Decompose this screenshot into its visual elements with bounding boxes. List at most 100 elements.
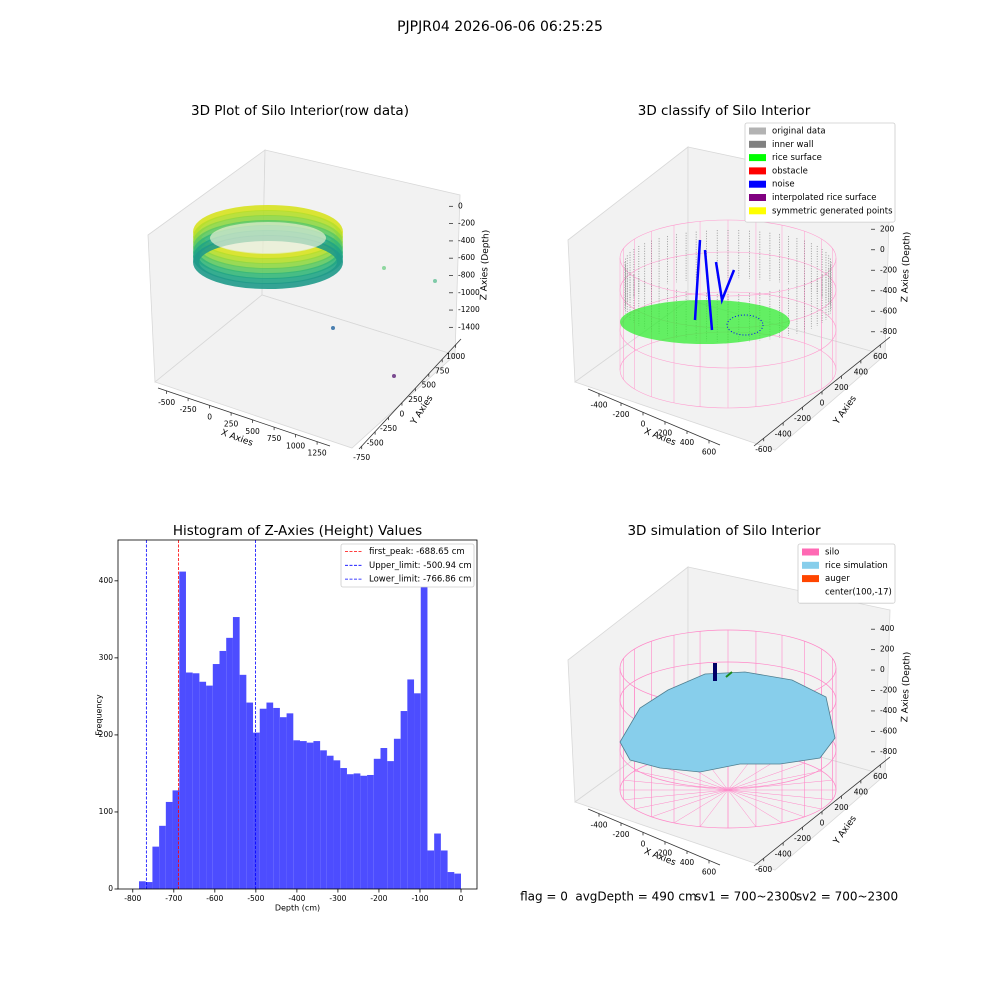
y-tick-label: 0 (820, 819, 825, 828)
x-tick-label: -200 (370, 894, 387, 903)
y-tick-label: 0 (108, 884, 113, 893)
legend-patch (749, 207, 766, 215)
y-tick-label: -250 (380, 424, 397, 433)
legend-label: auger (825, 574, 850, 584)
legend-patch (749, 194, 766, 201)
footer-text: sv2 = 700~2300 (796, 890, 898, 904)
bar (232, 617, 240, 889)
legend-patch (749, 167, 766, 175)
x-tick-label: 250 (224, 420, 239, 429)
bar (346, 774, 354, 889)
x-tick-label: 750 (267, 434, 282, 443)
legend-label: inner wall (772, 140, 813, 150)
y-tick-label: 400 (99, 576, 114, 585)
legend-patch (749, 140, 766, 148)
y-axis-line (358, 338, 462, 450)
y-tick-label: 500 (422, 381, 437, 390)
z-tick-label: 400 (880, 624, 895, 633)
y-tick-label: 200 (834, 803, 849, 812)
z-tick-label: 0 (458, 201, 463, 210)
x-tick-label: 200 (658, 849, 673, 858)
rice-surface (620, 300, 790, 344)
silo-wire (727, 789, 822, 810)
silo-wire (673, 789, 729, 824)
rice-surface (619, 671, 836, 773)
legend-label: rice surface (772, 153, 822, 163)
center-marker (725, 671, 733, 678)
bar (192, 673, 200, 889)
bar (454, 873, 461, 889)
y-tick-label: 0 (400, 410, 405, 419)
legend-label: first_peak: -688.65 cm (369, 547, 465, 557)
bar (420, 557, 428, 889)
y-tick-label: 600 (873, 352, 888, 361)
x-tick-label: 0 (207, 412, 212, 421)
bar (427, 850, 435, 889)
z-axis-label: Z Axies (Depth) (900, 652, 912, 723)
x-tick-label: -200 (612, 830, 629, 839)
bar (353, 773, 361, 889)
x-tick-label: -600 (206, 894, 223, 903)
y-axis-label: Y Axies (831, 394, 859, 427)
z-axis-label: Z Axies (Depth) (479, 230, 491, 301)
y-tick-label: 250 (408, 395, 423, 404)
bar (380, 748, 388, 889)
bar (199, 681, 207, 889)
x-tick-label: 500 (245, 427, 260, 436)
z-tick-label: -400 (880, 286, 897, 295)
z-tick-label: -1000 (458, 288, 480, 297)
bar (139, 881, 146, 889)
y-tick-label: 0 (820, 399, 825, 408)
footer-text: flag = 0 (520, 890, 568, 904)
silo-wire (623, 779, 729, 791)
plot-frame (117, 539, 478, 890)
z-tick-label: -800 (880, 327, 897, 336)
x-axis-label: Depth (cm) (275, 904, 320, 913)
x-axis-line (157, 387, 331, 447)
z-tick-label: -1200 (458, 305, 480, 314)
x-tick-label: 200 (658, 429, 673, 438)
bar (145, 882, 153, 889)
silo-wire (727, 770, 822, 791)
legend-patch (802, 561, 819, 569)
bar (306, 742, 314, 889)
noise (726, 314, 764, 336)
bar (273, 707, 280, 889)
bar (179, 571, 186, 889)
y-tick-label: 400 (854, 787, 869, 796)
bar (253, 732, 260, 889)
z-tick-label: -800 (880, 747, 897, 756)
bar (360, 775, 368, 889)
silo-wire (623, 789, 729, 801)
z-tick-label: -400 (458, 236, 475, 245)
x-tick-label: 400 (680, 438, 695, 447)
x-tick-label: -200 (612, 410, 629, 419)
y-tick-label: -400 (775, 430, 792, 439)
x-tick-label: 600 (702, 867, 717, 876)
bar (434, 833, 441, 889)
x-tick-label: 0 (459, 894, 464, 903)
bar (172, 790, 180, 889)
legend-box (340, 543, 475, 588)
subplot-title: Histogram of Z-Axies (Height) Values (173, 523, 422, 539)
z-tick-label: 200 (880, 224, 895, 233)
bar (246, 702, 254, 889)
z-tick-label: -400 (880, 706, 897, 715)
bar (440, 850, 448, 889)
bar (326, 755, 334, 889)
silo-wire (727, 762, 805, 791)
silo-wire (634, 770, 729, 791)
bar (206, 685, 213, 889)
y-axis-label: Frequency (95, 694, 104, 736)
y-tick-label: -750 (353, 453, 370, 462)
z-tick-label: -1400 (458, 322, 480, 331)
bar (373, 758, 381, 889)
y-tick-label: 400 (854, 367, 869, 376)
legend-box (797, 543, 896, 604)
bar (400, 711, 408, 889)
silo-wire (727, 789, 783, 824)
x-tick-label: -500 (158, 398, 175, 407)
z-tick-label: -800 (458, 270, 475, 279)
z-tick-label: 0 (880, 245, 885, 254)
legend-patch (802, 575, 819, 583)
